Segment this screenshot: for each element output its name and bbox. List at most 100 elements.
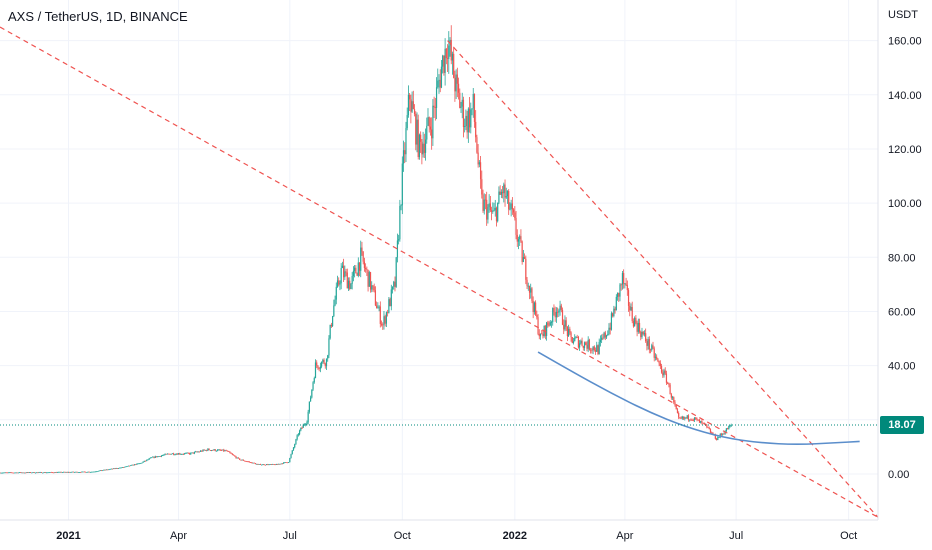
candle-body xyxy=(475,121,477,138)
candle-body xyxy=(591,349,593,351)
candle-body xyxy=(478,162,480,165)
candle-body xyxy=(350,283,352,290)
candle-body xyxy=(435,87,438,108)
candle-body xyxy=(89,471,92,473)
candle-body xyxy=(180,454,182,455)
candle-body xyxy=(380,323,383,325)
y-tick-label: 100.00 xyxy=(888,198,922,210)
candle-body xyxy=(728,425,730,430)
candle-body xyxy=(676,409,679,414)
candle-body xyxy=(497,202,499,222)
candle-body xyxy=(729,425,731,427)
candle-body xyxy=(383,316,385,325)
candle-body xyxy=(505,196,507,198)
candle-body xyxy=(99,470,101,472)
candle-body xyxy=(324,363,326,367)
candle-body xyxy=(587,339,589,349)
candle-body xyxy=(223,449,225,452)
candle-body xyxy=(400,205,402,207)
candle-body xyxy=(339,283,341,285)
candle-body xyxy=(15,472,17,474)
candle-body xyxy=(329,324,331,339)
candle-body xyxy=(481,179,483,195)
candle-body xyxy=(695,417,697,419)
x-tick-label: Jul xyxy=(729,530,743,542)
candle-body xyxy=(607,334,609,336)
candle-body xyxy=(367,269,369,287)
candle-body xyxy=(317,365,319,369)
candle-body xyxy=(336,280,339,287)
candle-body xyxy=(590,349,592,351)
candle-body xyxy=(626,284,628,291)
candle-body xyxy=(242,459,244,461)
candle-body xyxy=(517,239,520,242)
candle-body xyxy=(530,288,532,293)
candle-body xyxy=(10,472,12,474)
candle-body xyxy=(701,421,703,423)
candle-body xyxy=(405,128,407,155)
candle-body xyxy=(581,340,583,346)
candle-body xyxy=(273,464,275,465)
candle-body xyxy=(310,397,312,402)
candle-body xyxy=(579,343,581,348)
candle-body xyxy=(431,129,433,139)
candle-body xyxy=(285,462,287,464)
candle-body xyxy=(152,456,154,458)
candle-body xyxy=(87,471,89,473)
candle-body xyxy=(190,452,192,455)
candle-body xyxy=(67,471,70,473)
y-tick-label: 60.00 xyxy=(888,306,916,318)
candle-body xyxy=(253,462,255,464)
candle-body xyxy=(429,126,432,130)
candle-body xyxy=(284,462,286,464)
candle-body xyxy=(207,448,209,451)
candle-body xyxy=(558,310,560,313)
candle-body xyxy=(213,449,215,451)
candle-body xyxy=(4,472,6,474)
candle-body xyxy=(646,341,648,346)
candle-body xyxy=(464,126,466,127)
currency-label: USDT xyxy=(888,9,918,21)
candle-body xyxy=(630,307,632,311)
candle-body xyxy=(108,469,110,471)
candle-body xyxy=(199,450,202,452)
candle-body xyxy=(143,460,145,462)
candle-body xyxy=(396,240,399,258)
candle-body xyxy=(387,312,389,314)
candle-body xyxy=(84,471,87,473)
candle-body xyxy=(349,280,351,290)
candle-body xyxy=(144,460,147,462)
candle-body xyxy=(514,212,516,219)
candle-body xyxy=(56,472,59,473)
candle-body xyxy=(511,203,513,210)
trendline xyxy=(447,40,879,518)
candle-body xyxy=(37,472,39,474)
y-tick-label: 140.00 xyxy=(888,90,922,102)
candle-body xyxy=(116,468,118,469)
candle-body xyxy=(59,471,61,473)
candle-body xyxy=(420,134,422,142)
candle-body xyxy=(372,285,374,287)
candle-body xyxy=(286,462,288,464)
candle-body xyxy=(602,337,604,339)
candle-body xyxy=(125,466,127,468)
candle-body xyxy=(440,66,443,88)
candle-body xyxy=(660,365,663,373)
candle-body xyxy=(638,322,641,332)
candle-body xyxy=(656,356,658,359)
symbol-title: AXS / TetherUS, 1D, BINANCE xyxy=(8,9,188,24)
candle-body xyxy=(335,286,337,300)
candle-body xyxy=(373,286,375,291)
candle-body xyxy=(236,457,238,459)
candle-body xyxy=(576,336,578,338)
candle-body xyxy=(83,471,85,473)
candle-body xyxy=(637,322,639,332)
candle-body xyxy=(351,275,353,284)
candle-body xyxy=(141,462,143,464)
candle-body xyxy=(55,472,57,473)
candle-body xyxy=(294,444,296,448)
candle-body xyxy=(615,296,617,311)
candle-body xyxy=(76,471,78,473)
candle-body xyxy=(154,456,156,458)
